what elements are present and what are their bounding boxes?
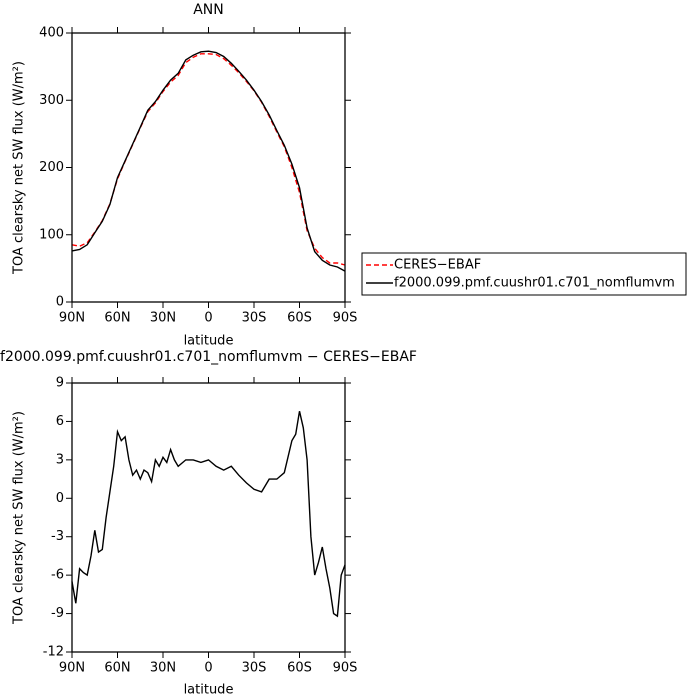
chart-title: f2000.099.pmf.cuushr01.c701_nomflumvm − … — [0, 349, 417, 365]
y-axis-label: TOA clearsky net SW flux (W/m²) — [12, 411, 27, 625]
x-tick-label: 30N — [150, 311, 176, 326]
y-tick-label: 200 — [39, 160, 64, 175]
x-tick-label: 60S — [287, 311, 312, 326]
x-tick-label: 90N — [59, 661, 85, 676]
x-tick-label: 30S — [242, 311, 267, 326]
y-tick-label: 3 — [56, 452, 64, 467]
legend-box — [361, 252, 687, 296]
x-tick-label: 30N — [150, 661, 176, 676]
x-tick-label: 90N — [59, 311, 85, 326]
x-tick-label: 60N — [104, 311, 130, 326]
y-tick-label: 400 — [39, 26, 64, 41]
data-line — [71, 411, 346, 618]
x-tick-label: 60N — [104, 661, 130, 676]
x-tick-label: 90S — [333, 661, 358, 676]
legend-label: CERES−EBAF — [394, 258, 481, 273]
y-axis-label: TOA clearsky net SW flux (W/m²) — [12, 61, 27, 275]
y-tick-label: 0 — [56, 491, 64, 506]
data-line — [71, 50, 346, 272]
data-line — [71, 53, 346, 266]
x-tick-label: 90S — [333, 311, 358, 326]
y-tick-label: -12 — [43, 645, 64, 660]
x-axis-label: latitude — [184, 334, 234, 349]
y-tick-label: -3 — [51, 529, 64, 544]
plot-frame — [71, 32, 346, 303]
x-tick-label: 60S — [287, 661, 312, 676]
y-tick-label: 9 — [56, 376, 64, 391]
y-tick-label: 0 — [56, 295, 64, 310]
x-axis-label: latitude — [184, 683, 234, 698]
chart-title: ANN — [193, 2, 224, 18]
y-tick-label: -9 — [51, 606, 64, 621]
y-tick-label: 300 — [39, 93, 64, 108]
y-tick-label: -6 — [51, 568, 64, 583]
plot-frame — [71, 382, 346, 653]
x-tick-label: 0 — [204, 311, 212, 326]
y-tick-label: 6 — [56, 414, 64, 429]
legend-label: f2000.099.pmf.cuushr01.c701_nomflumvm — [394, 276, 675, 291]
x-tick-label: 0 — [204, 661, 212, 676]
x-tick-label: 30S — [242, 661, 267, 676]
y-tick-label: 100 — [39, 227, 64, 242]
